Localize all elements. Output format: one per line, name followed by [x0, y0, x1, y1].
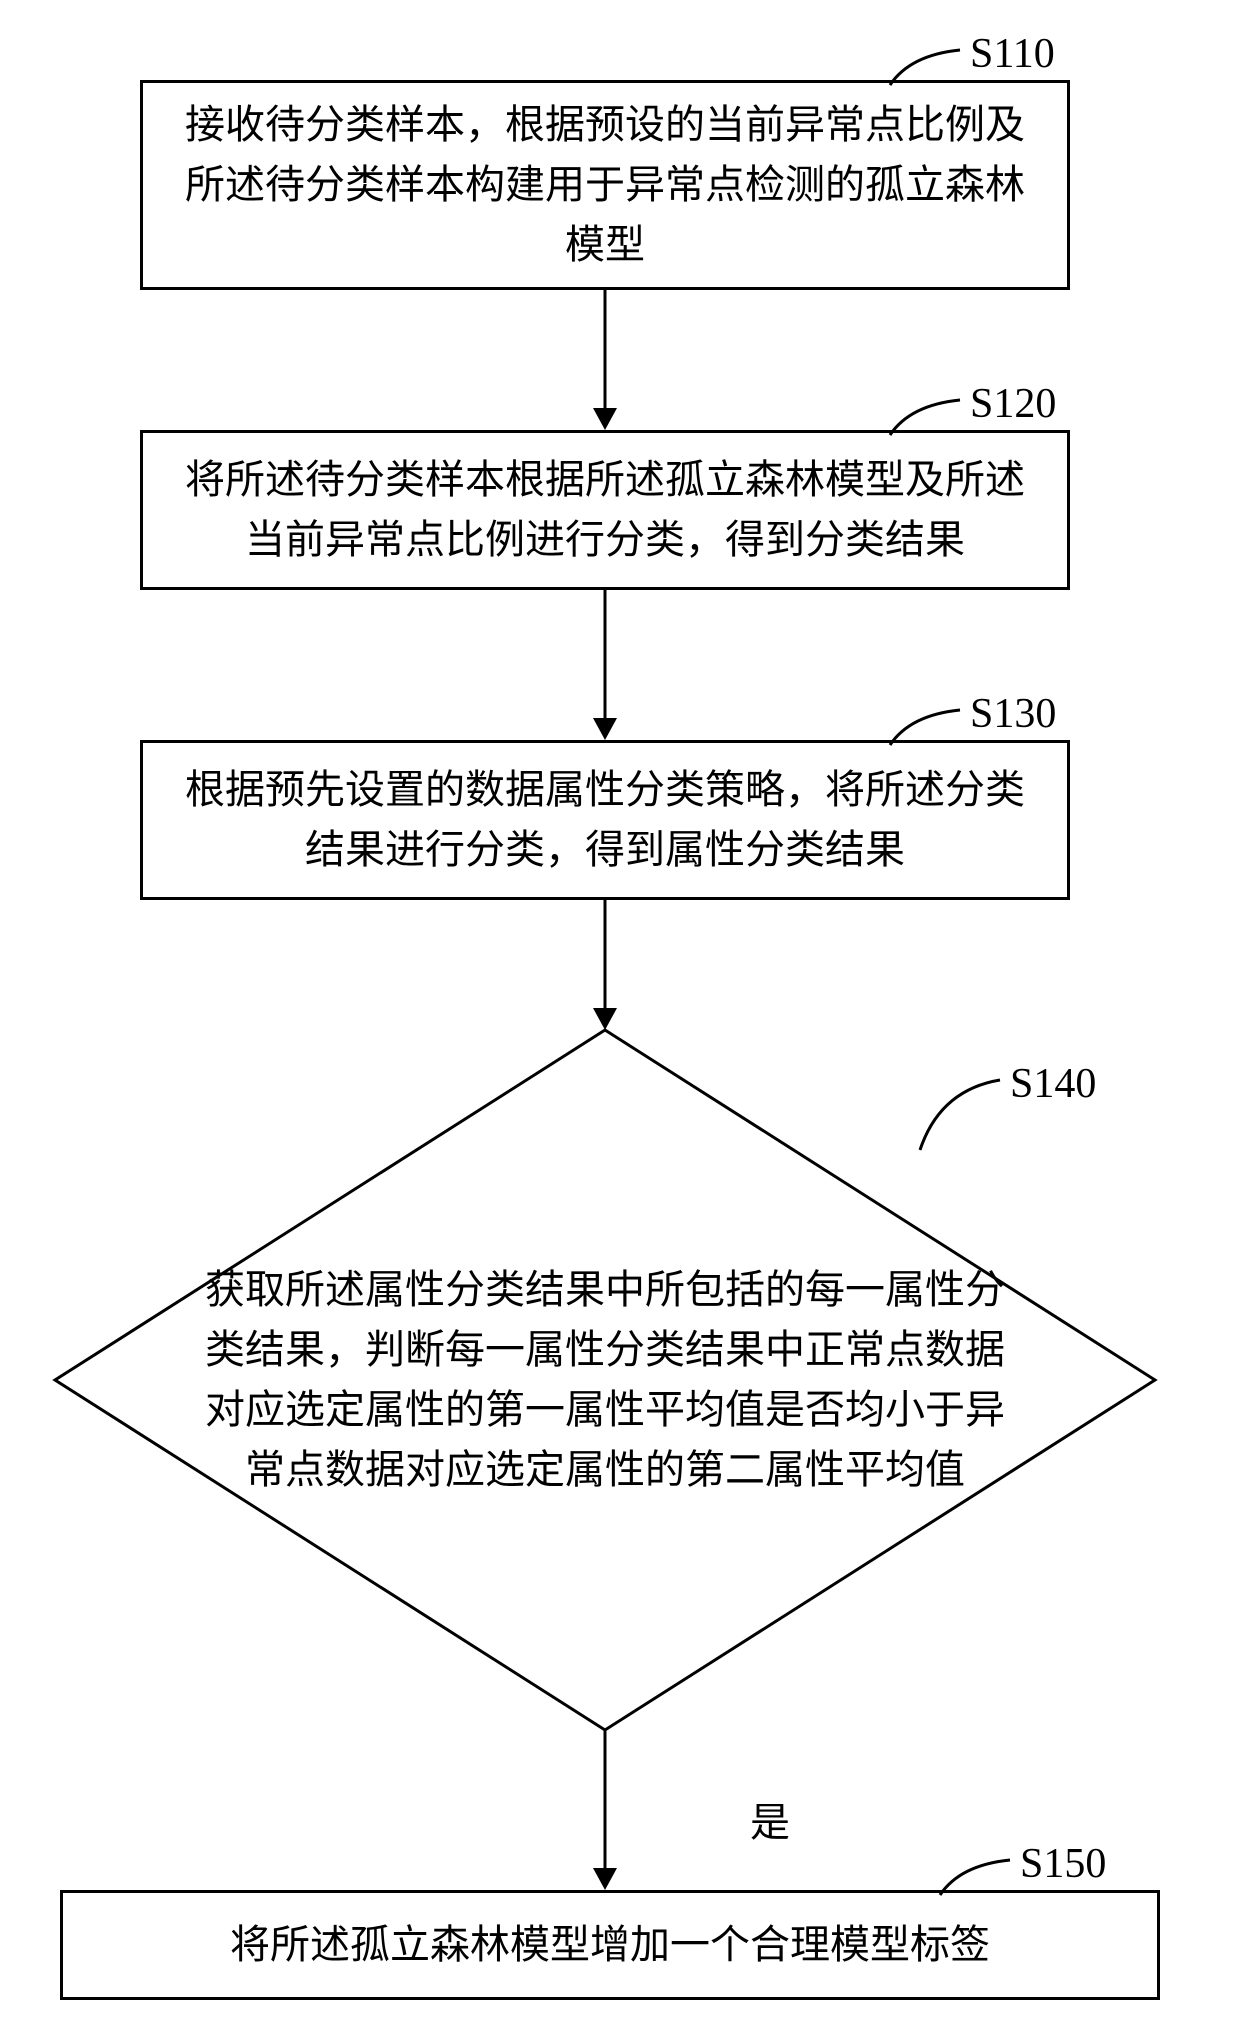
flowchart-canvas: 接收待分类样本，根据预设的当前异常点比例及所述待分类样本构建用于异常点检测的孤立… — [0, 0, 1240, 2031]
leader-s150 — [0, 0, 1240, 1950]
